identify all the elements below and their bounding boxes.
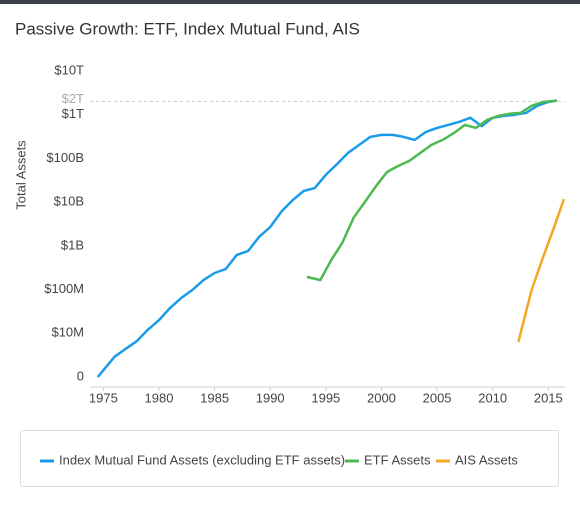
y-tick-label: $10B	[54, 194, 84, 209]
y-tick-label: $1T	[62, 106, 84, 121]
chart-title: Passive Growth: ETF, Index Mutual Fund, …	[15, 19, 360, 38]
y-tick-label: $1B	[61, 237, 84, 252]
x-tick-label: 2010	[478, 390, 507, 405]
series-line	[96, 99, 557, 378]
series-line	[306, 99, 558, 282]
x-tick-label: 1975	[89, 390, 118, 405]
y-tick-label: 0	[77, 368, 84, 383]
x-tick-label: 1980	[145, 390, 174, 405]
y-axis-label: Total Assets	[13, 140, 28, 210]
top-bar	[0, 0, 580, 4]
x-tick-label: 1985	[200, 390, 229, 405]
legend-label: ETF Assets	[364, 452, 431, 467]
x-tick-label: 2005	[423, 390, 452, 405]
y-tick-label: $10M	[51, 325, 84, 340]
series-line	[517, 198, 566, 343]
y-tick-label: $100B	[46, 150, 84, 165]
reference-label: $2T	[62, 91, 84, 106]
legend-label: Index Mutual Fund Assets (excluding ETF …	[59, 452, 345, 467]
legend-label: AIS Assets	[455, 452, 518, 467]
x-tick-label: 2015	[534, 390, 563, 405]
x-tick-label: 1990	[256, 390, 285, 405]
x-tick-label: 1995	[311, 390, 340, 405]
legend	[20, 430, 559, 487]
y-tick-label: $10T	[54, 62, 84, 77]
y-tick-label: $100M	[44, 281, 84, 296]
x-tick-label: 2000	[367, 390, 396, 405]
